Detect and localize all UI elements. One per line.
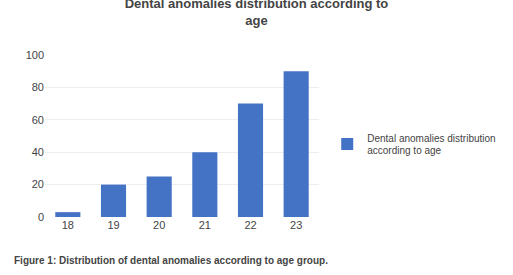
svg-text:20: 20 xyxy=(153,219,165,231)
svg-text:18: 18 xyxy=(62,219,74,231)
svg-text:40: 40 xyxy=(32,146,44,158)
svg-text:23: 23 xyxy=(290,219,302,231)
svg-text:100: 100 xyxy=(26,49,44,61)
svg-text:60: 60 xyxy=(32,114,44,126)
svg-text:0: 0 xyxy=(38,211,44,223)
svg-text:21: 21 xyxy=(199,219,211,231)
svg-text:Dental anomalies distribution: Dental anomalies distribution according … xyxy=(125,0,389,28)
svg-text:22: 22 xyxy=(244,219,256,231)
svg-text:19: 19 xyxy=(107,219,119,231)
svg-text:80: 80 xyxy=(32,81,44,93)
svg-text:20: 20 xyxy=(32,178,44,190)
svg-text:Figure 1: Distribution of dent: Figure 1: Distribution of dental anomali… xyxy=(14,255,328,266)
svg-text:Dental anomalies distributiona: Dental anomalies distributionaccording t… xyxy=(367,133,495,157)
